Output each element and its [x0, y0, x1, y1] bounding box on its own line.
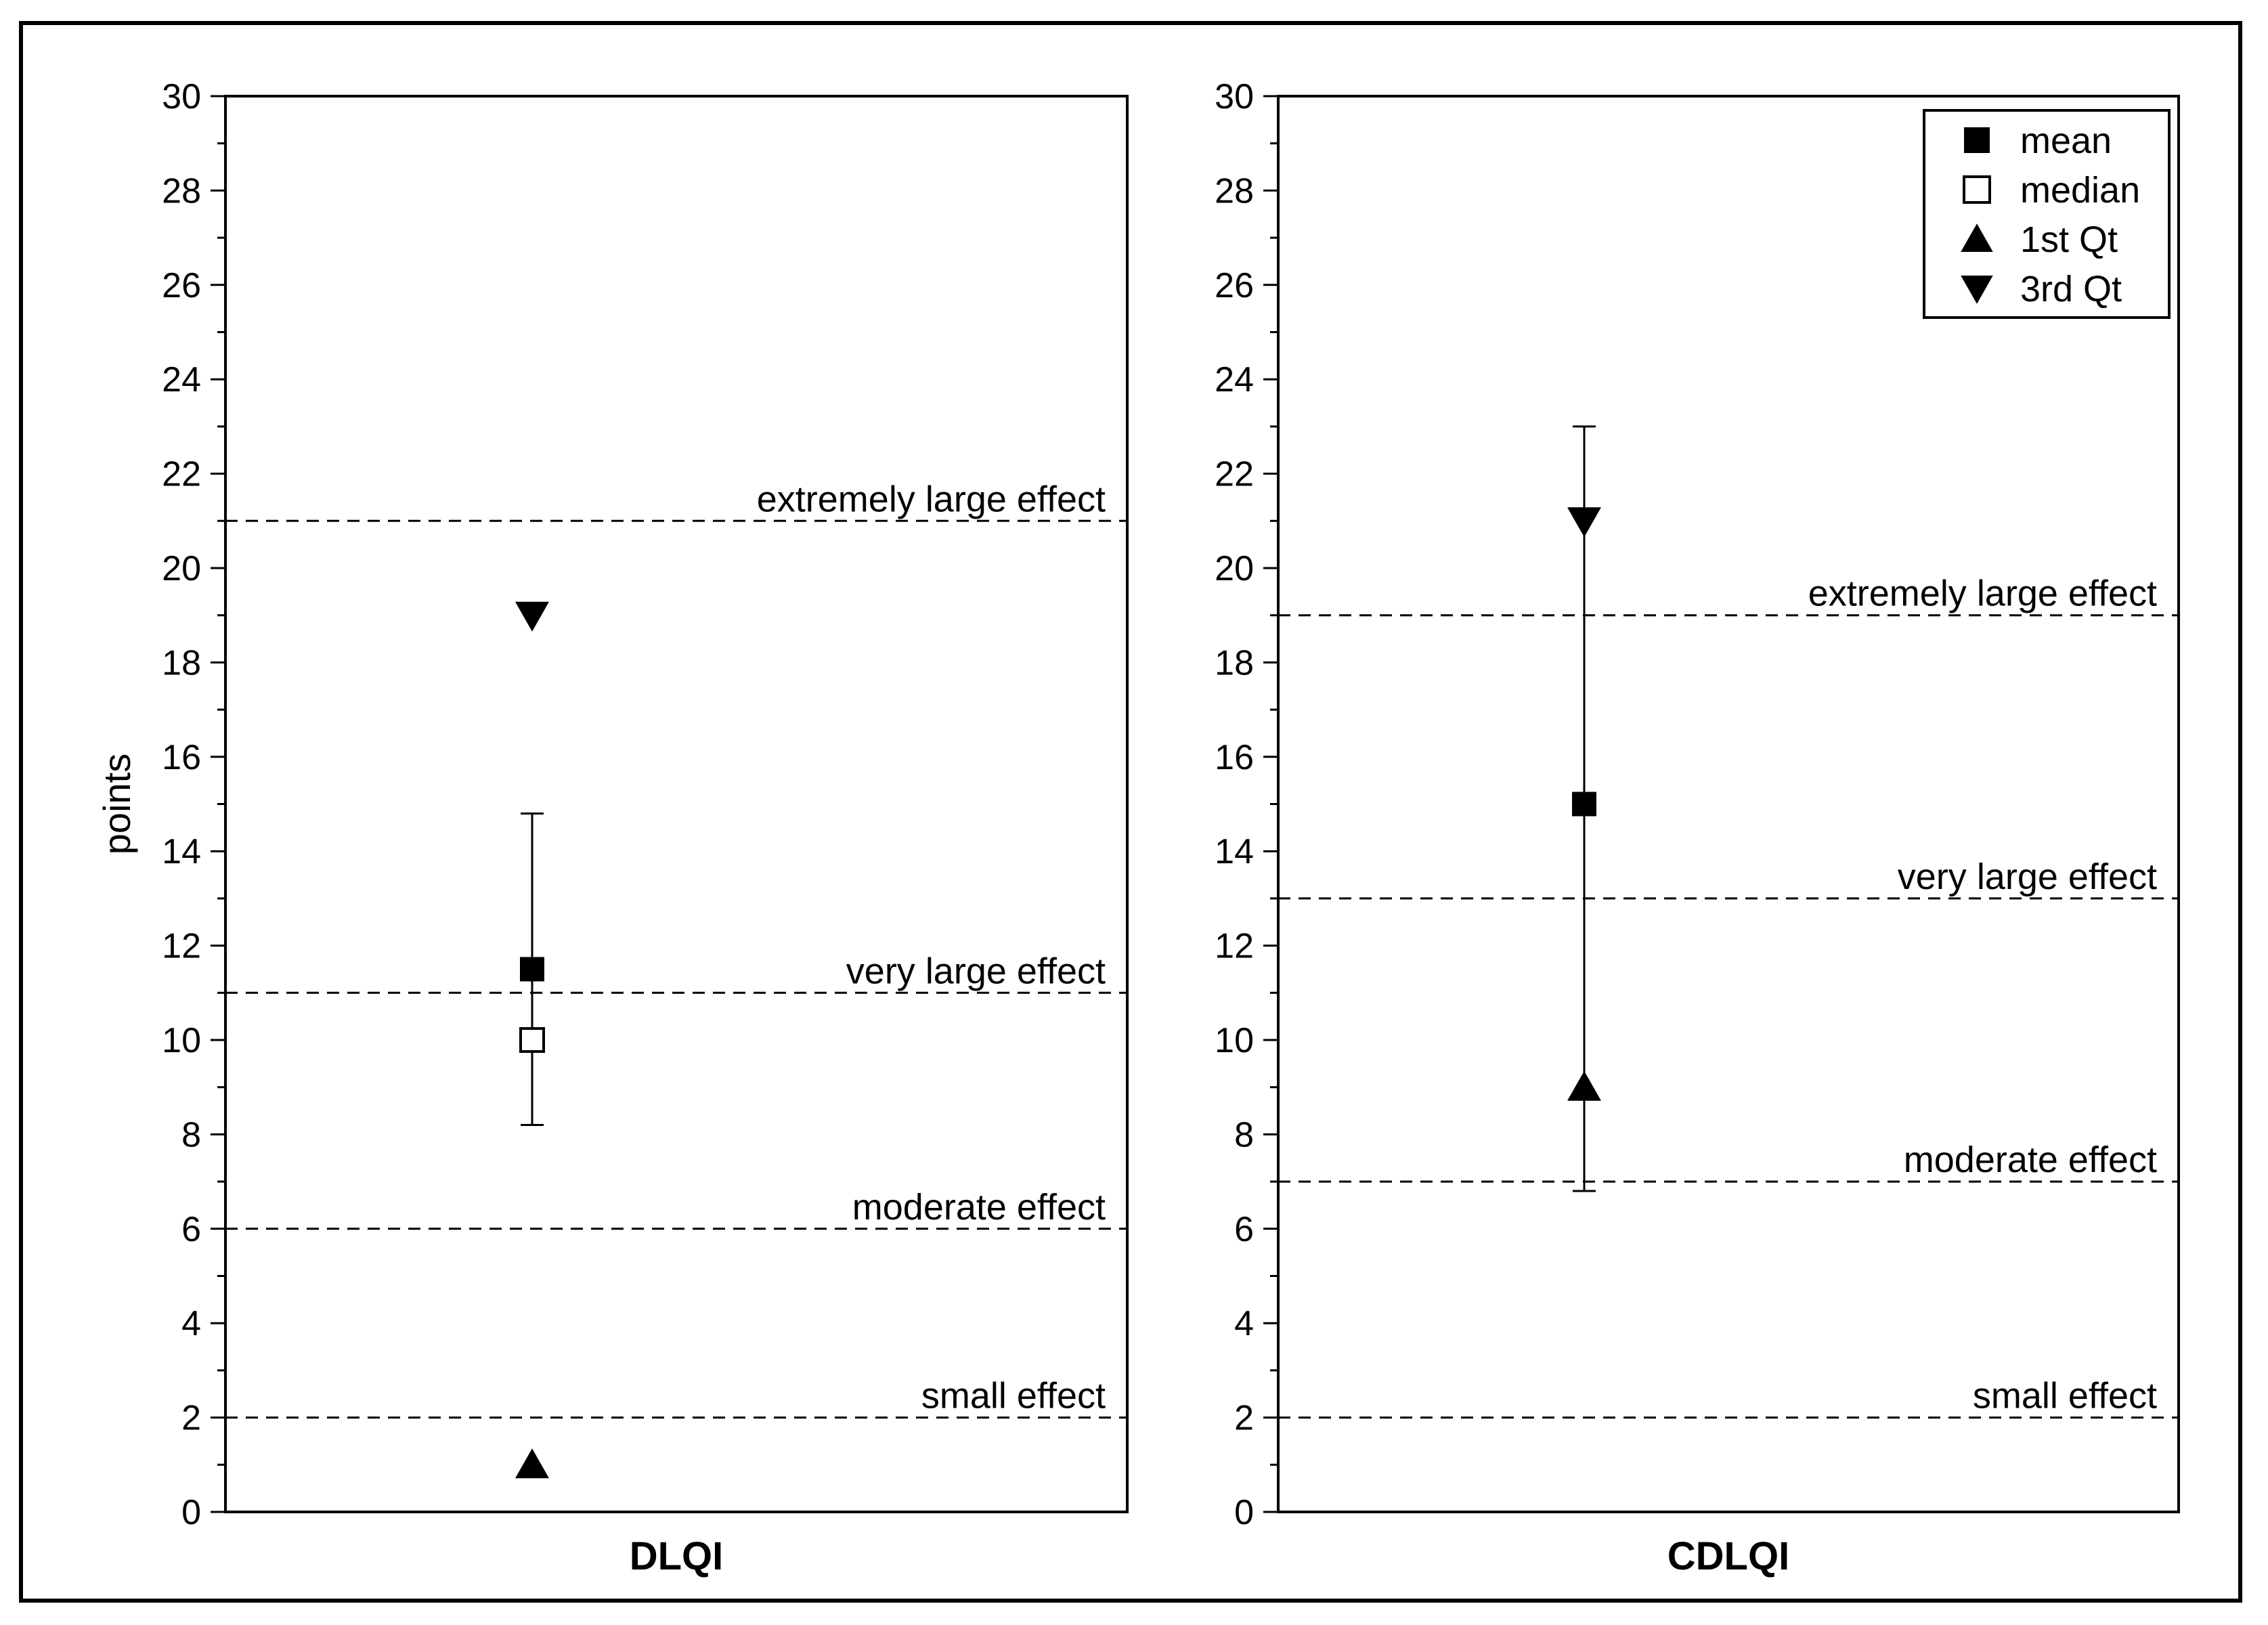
y-axis-title: points — [95, 754, 138, 854]
threshold-label: moderate effect — [852, 1187, 1106, 1228]
y-tick-label: 10 — [162, 1021, 201, 1060]
y-tick-label: 24 — [162, 360, 201, 399]
legend: mean median 1st Qt 3rd Qt — [1923, 109, 2171, 319]
y-tick-label: 0 — [1234, 1493, 1254, 1532]
panel-title: CDLQI — [1667, 1534, 1789, 1578]
y-tick-label: 18 — [1215, 643, 1254, 682]
legend-marker — [1964, 127, 1990, 153]
mean-marker — [520, 957, 544, 982]
mean-marker — [1572, 792, 1596, 817]
median-marker — [519, 1027, 545, 1053]
y-tick-label: 6 — [181, 1210, 201, 1249]
plot-area-border — [224, 95, 1129, 1513]
legend-label: mean — [2020, 121, 2112, 161]
legend-marker — [1961, 276, 1993, 304]
legend-label: 1st Qt — [2020, 219, 2118, 260]
y-tick-label: 20 — [162, 549, 201, 588]
y-tick-label: 28 — [1215, 171, 1254, 211]
legend-label: 3rd Qt — [2020, 269, 2122, 309]
y-tick-label: 8 — [1234, 1115, 1254, 1154]
y-tick-label: 2 — [181, 1399, 201, 1438]
q3-marker — [515, 601, 549, 632]
legend-label: median — [2020, 170, 2140, 211]
y-tick-label: 24 — [1215, 360, 1254, 399]
y-tick-label: 2 — [1234, 1399, 1254, 1438]
y-tick-label: 8 — [181, 1115, 201, 1154]
threshold-label: small effect — [1973, 1376, 2157, 1416]
y-tick-label: 30 — [162, 77, 201, 116]
threshold-label: small effect — [921, 1376, 1106, 1416]
q1-marker — [1567, 1070, 1601, 1101]
threshold-label: very large effect — [846, 951, 1106, 991]
threshold-label: extremely large effect — [1808, 573, 2157, 614]
y-tick-label: 26 — [162, 266, 201, 305]
figure-frame — [19, 21, 2242, 1603]
y-tick-label: 14 — [1215, 832, 1254, 871]
y-tick-label: 22 — [1215, 455, 1254, 494]
y-tick-label: 20 — [1215, 549, 1254, 588]
legend-marker — [1963, 175, 1991, 204]
y-tick-label: 12 — [162, 927, 201, 966]
panel-title: DLQI — [630, 1534, 724, 1578]
y-tick-label: 26 — [1215, 266, 1254, 305]
threshold-label: extremely large effect — [757, 479, 1106, 519]
y-tick-label: 0 — [181, 1493, 201, 1532]
y-tick-label: 16 — [1215, 738, 1254, 777]
y-tick-label: 22 — [162, 455, 201, 494]
q1-marker — [515, 1448, 549, 1479]
y-tick-label: 4 — [181, 1304, 201, 1343]
y-tick-label: 12 — [1215, 927, 1254, 966]
y-tick-label: 14 — [162, 832, 201, 871]
y-tick-label: 16 — [162, 738, 201, 777]
y-tick-label: 4 — [1234, 1304, 1254, 1343]
y-tick-label: 6 — [1234, 1210, 1254, 1249]
threshold-label: very large effect — [1898, 857, 2157, 897]
q3-marker — [1567, 507, 1601, 538]
threshold-label: moderate effect — [1904, 1140, 2157, 1180]
legend-marker — [1961, 223, 1993, 252]
y-tick-label: 10 — [1215, 1021, 1254, 1060]
y-tick-label: 28 — [162, 171, 201, 211]
y-tick-label: 18 — [162, 643, 201, 682]
y-tick-label: 30 — [1215, 77, 1254, 116]
